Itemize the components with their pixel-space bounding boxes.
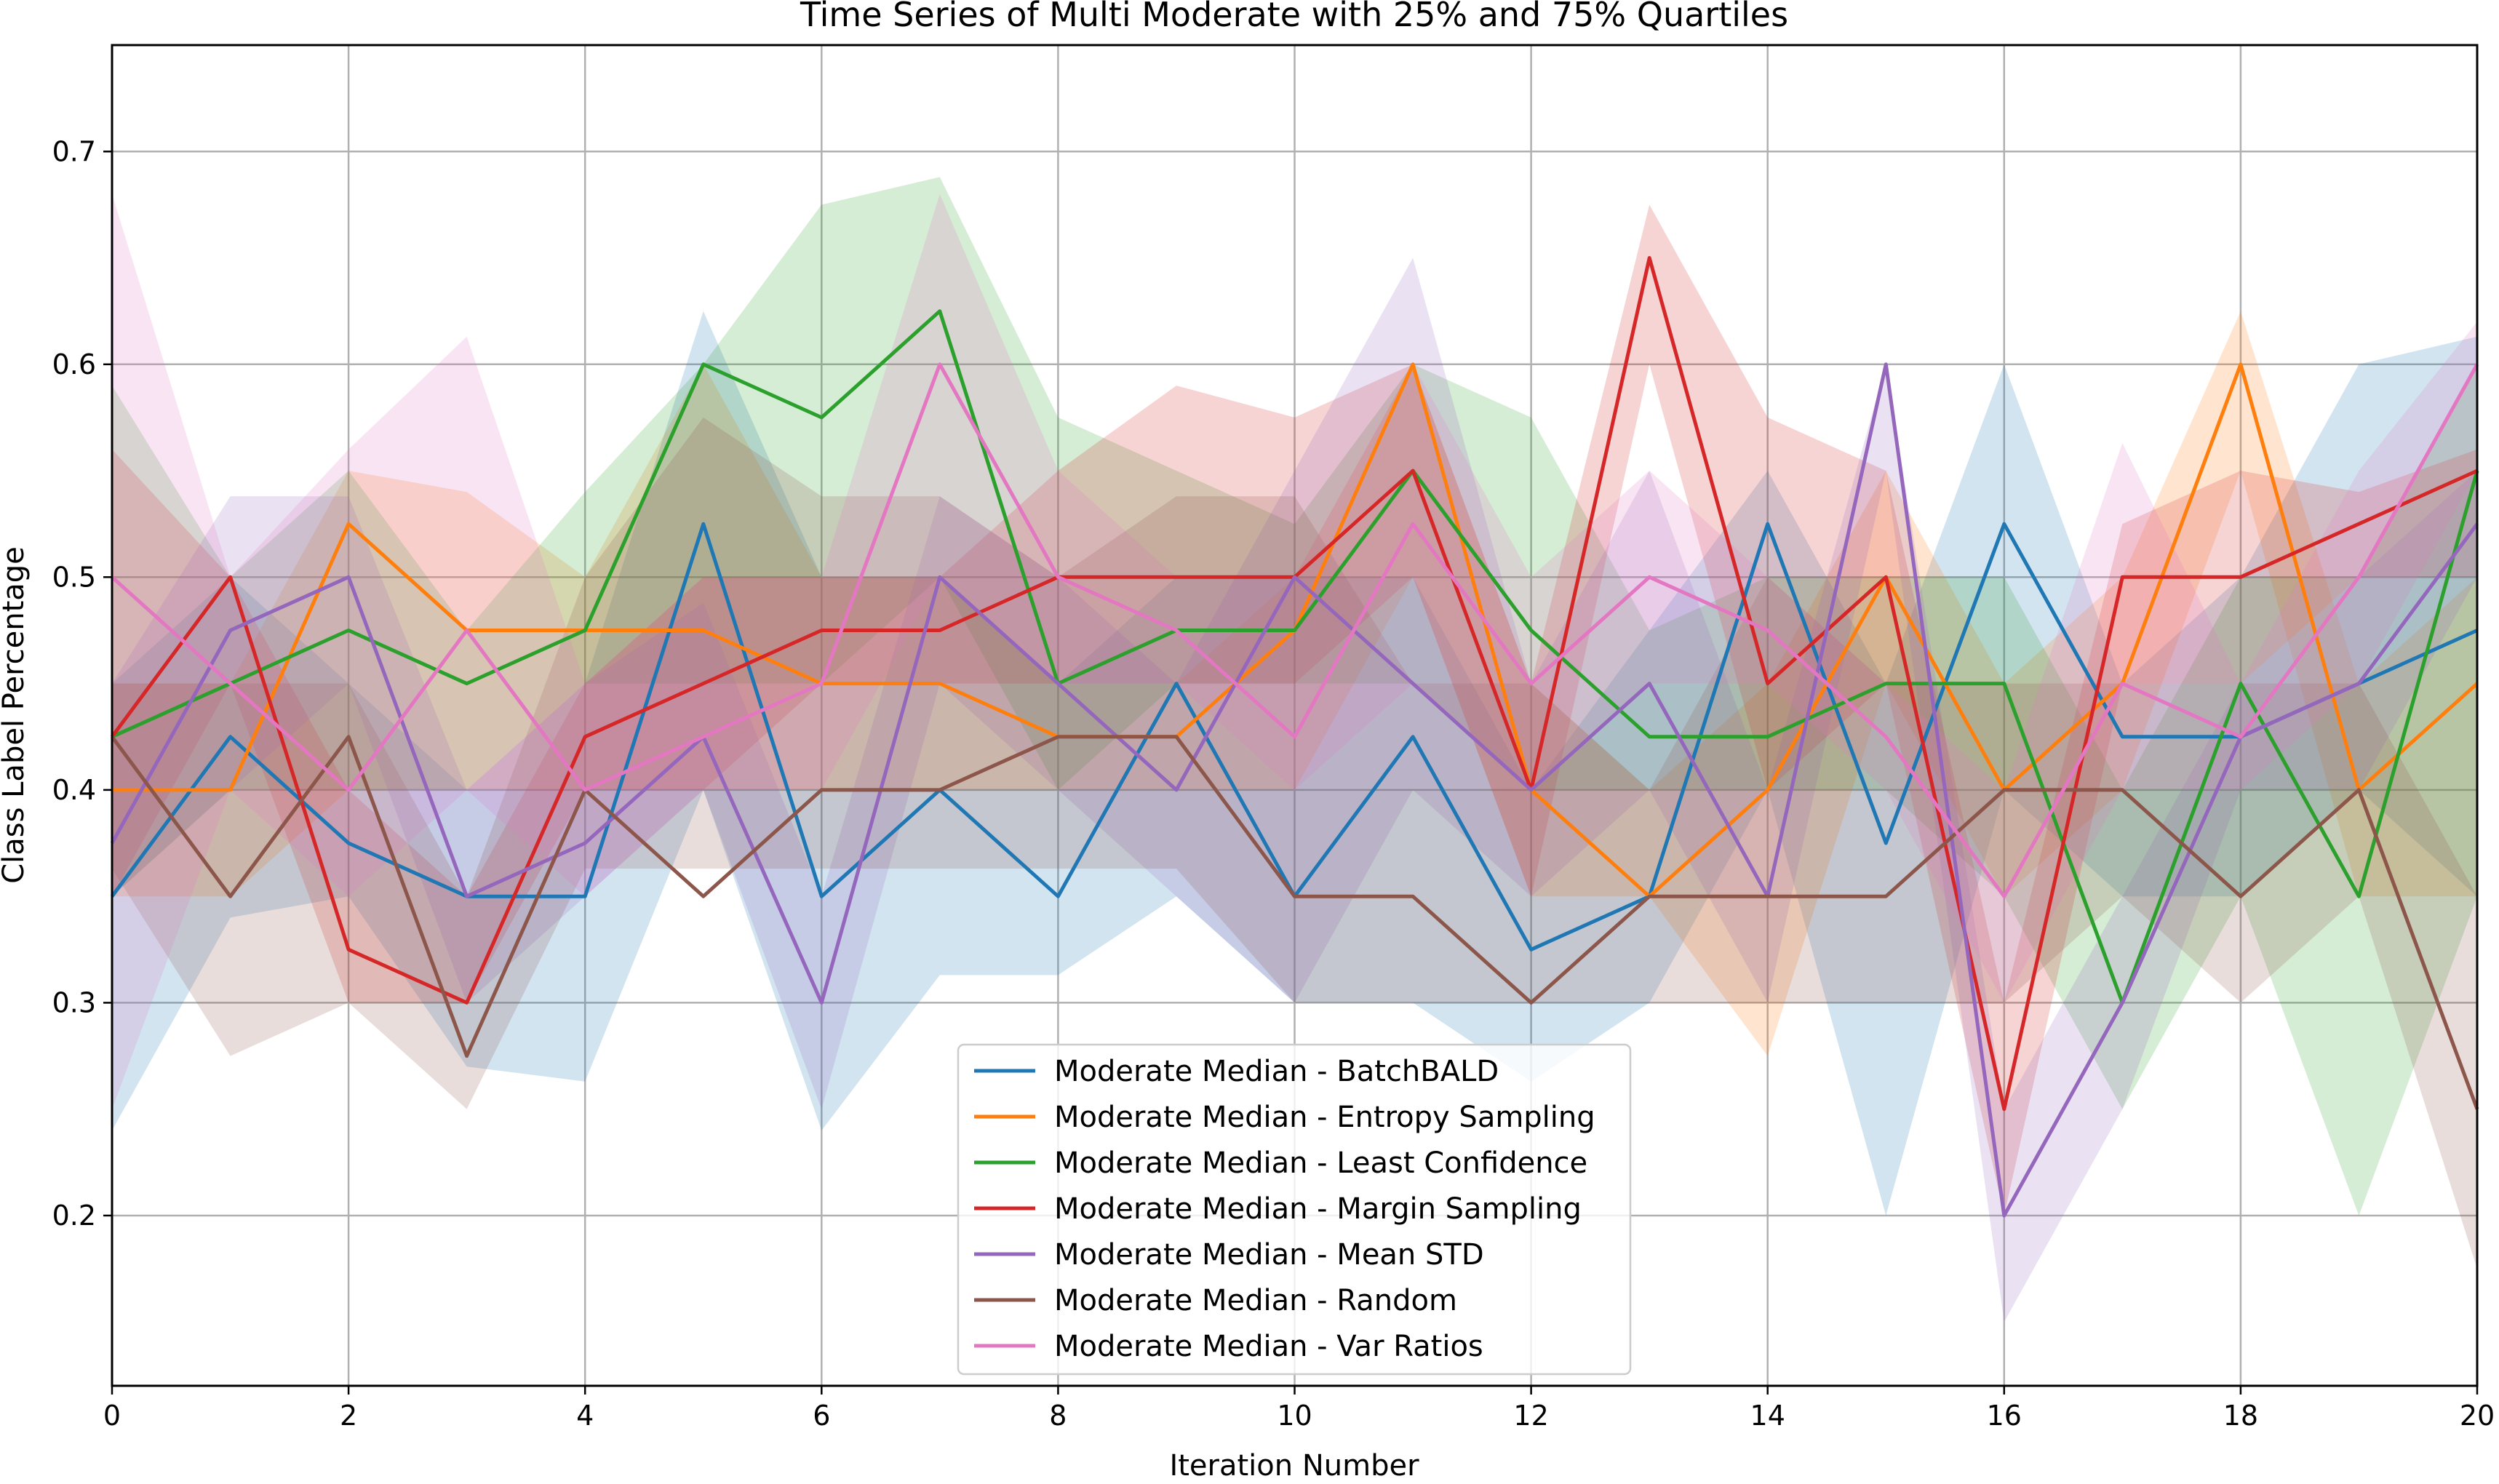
x-tick-label: 2: [340, 1400, 357, 1432]
legend: Moderate Median - BatchBALD Moderate Medi…: [957, 1043, 1632, 1376]
legend-label: Moderate Median - Least Confidence: [1054, 1146, 1587, 1180]
median-line: [110, 362, 2479, 1218]
x-tick-label: 14: [1750, 1400, 1785, 1432]
chart-title: Time Series of Multi Moderate with 25% a…: [800, 0, 1788, 34]
median-line: [111, 309, 2479, 1005]
legend-label: Moderate Median - Margin Sampling: [1054, 1192, 1582, 1226]
y-tick-label: 0.7: [52, 135, 96, 167]
x-tick-label: 4: [576, 1400, 594, 1432]
median-line: [110, 735, 2479, 1110]
y-tick-label: 0.3: [52, 986, 96, 1018]
x-tick-label: 18: [2223, 1400, 2258, 1432]
legend-box: [957, 1043, 1632, 1376]
y-tick-label: 0.5: [52, 561, 96, 593]
x-tick-label: 6: [813, 1400, 830, 1432]
x-tick-label: 8: [1049, 1400, 1067, 1432]
quartile-band: [112, 177, 2477, 1216]
median-line: [111, 362, 2479, 898]
x-axis-label: Iteration Number: [1169, 1449, 1419, 1483]
y-tick-label: 0.4: [52, 774, 96, 806]
x-tick-label: 16: [1987, 1400, 2022, 1432]
x-tick-label: 20: [2460, 1400, 2495, 1432]
x-tick-label: 10: [1277, 1400, 1312, 1432]
y-axis-label: Class Label Percentage: [0, 546, 31, 884]
x-tick-label: 0: [103, 1400, 121, 1432]
legend-label: Moderate Median - Mean STD: [1054, 1238, 1484, 1272]
quartile-band: [112, 258, 2477, 1323]
y-tick-label: 0.2: [52, 1200, 96, 1232]
quartile-band: [112, 194, 2477, 1109]
y-tick-label: 0.6: [52, 348, 96, 380]
legend-label: Moderate Median - Random: [1054, 1284, 1457, 1317]
quartile-band: [112, 311, 2477, 1216]
median-lines: [110, 256, 2479, 1218]
quartile-band: [112, 311, 2477, 1056]
axis-ticks: 0 2 4 6 8 10 12 14 16 18 20 0.2 0.3 0.4 0.5 0.6 0.7: [52, 135, 2495, 1432]
quartile-band: [112, 204, 2477, 1216]
x-tick-label: 12: [1513, 1400, 1548, 1432]
legend-label: Moderate Median - Var Ratios: [1054, 1330, 1483, 1363]
legend-label: Moderate Median - Entropy Sampling: [1054, 1101, 1595, 1134]
legend-label: Moderate Median - BatchBALD: [1054, 1055, 1499, 1088]
